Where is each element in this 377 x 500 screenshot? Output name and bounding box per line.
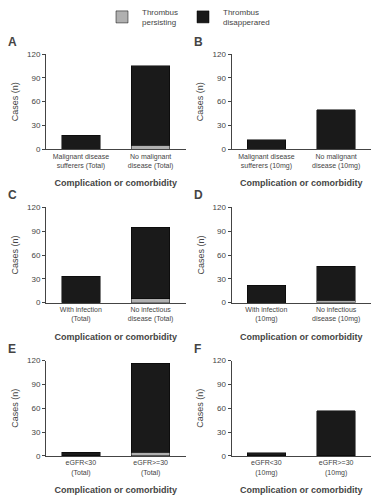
svg-text:Thrombusdisapperared: Thrombusdisapperared — [223, 8, 270, 27]
svg-text:Complication or comorbidity: Complication or comorbidity — [240, 332, 363, 342]
svg-text:Thrombuspersisting: Thrombuspersisting — [142, 8, 178, 27]
svg-text:No infectiousdisease (Total): No infectiousdisease (Total) — [128, 306, 174, 323]
svg-text:0: 0 — [36, 145, 41, 154]
svg-text:Complication or comorbidity: Complication or comorbidity — [240, 485, 363, 495]
svg-text:Cases (n): Cases (n) — [196, 235, 206, 274]
svg-text:0: 0 — [36, 298, 41, 307]
svg-text:A: A — [8, 35, 17, 49]
svg-text:D: D — [194, 188, 203, 202]
svg-text:Complication or comorbidity: Complication or comorbidity — [240, 178, 363, 188]
svg-text:Cases (n): Cases (n) — [10, 389, 20, 428]
svg-text:120: 120 — [27, 356, 41, 365]
svg-text:90: 90 — [217, 380, 226, 389]
svg-text:0: 0 — [221, 298, 226, 307]
svg-text:Malignant diseasesufferers (To: Malignant diseasesufferers (Total) — [53, 153, 110, 170]
svg-text:0: 0 — [36, 452, 41, 461]
svg-text:30: 30 — [31, 275, 40, 284]
svg-text:With infection(Total): With infection(Total) — [60, 306, 102, 323]
svg-text:90: 90 — [31, 380, 40, 389]
svg-text:Complication or comorbidity: Complication or comorbidity — [54, 332, 177, 342]
svg-text:Cases (n): Cases (n) — [196, 82, 206, 121]
svg-text:60: 60 — [217, 404, 226, 413]
svg-text:Cases (n): Cases (n) — [10, 82, 20, 121]
svg-text:120: 120 — [213, 356, 227, 365]
svg-text:120: 120 — [27, 203, 41, 212]
svg-text:60: 60 — [217, 97, 226, 106]
svg-text:Complication or comorbidity: Complication or comorbidity — [54, 178, 177, 188]
svg-text:0: 0 — [221, 145, 226, 154]
svg-text:90: 90 — [217, 74, 226, 83]
svg-text:90: 90 — [31, 74, 40, 83]
svg-text:With infection(10mg): With infection(10mg) — [245, 306, 287, 323]
svg-text:60: 60 — [31, 251, 40, 260]
svg-text:B: B — [194, 35, 203, 49]
svg-text:E: E — [8, 342, 16, 356]
svg-text:120: 120 — [213, 50, 227, 59]
svg-text:eGFR<30(Total): eGFR<30(Total) — [66, 459, 97, 476]
svg-text:eGFR<30(10mg): eGFR<30(10mg) — [251, 459, 282, 476]
svg-text:60: 60 — [31, 97, 40, 106]
svg-text:eGFR>=30(Total): eGFR>=30(Total) — [133, 459, 168, 476]
svg-text:30: 30 — [217, 121, 226, 130]
svg-text:90: 90 — [31, 227, 40, 236]
svg-text:60: 60 — [31, 404, 40, 413]
svg-text:C: C — [8, 188, 17, 202]
svg-text:30: 30 — [31, 121, 40, 130]
svg-text:90: 90 — [217, 227, 226, 236]
svg-text:120: 120 — [213, 203, 227, 212]
svg-text:eGFR>=30(10mg): eGFR>=30(10mg) — [319, 459, 354, 476]
svg-text:F: F — [194, 342, 201, 356]
svg-text:Cases (n): Cases (n) — [10, 235, 20, 274]
svg-text:60: 60 — [217, 251, 226, 260]
svg-text:30: 30 — [217, 428, 226, 437]
svg-text:Complication or comorbidity: Complication or comorbidity — [54, 485, 177, 495]
svg-text:No malignantdisease (10mg): No malignantdisease (10mg) — [312, 153, 360, 170]
svg-text:Malignant diseasesufferers (10: Malignant diseasesufferers (10mg) — [238, 153, 295, 170]
svg-text:120: 120 — [27, 50, 41, 59]
svg-text:No infectiousdisease (10mg): No infectiousdisease (10mg) — [312, 306, 360, 323]
svg-text:Cases (n): Cases (n) — [196, 389, 206, 428]
svg-text:30: 30 — [217, 275, 226, 284]
svg-text:30: 30 — [31, 428, 40, 437]
svg-text:No malignantdisease (Total): No malignantdisease (Total) — [128, 153, 174, 170]
svg-text:0: 0 — [221, 452, 226, 461]
